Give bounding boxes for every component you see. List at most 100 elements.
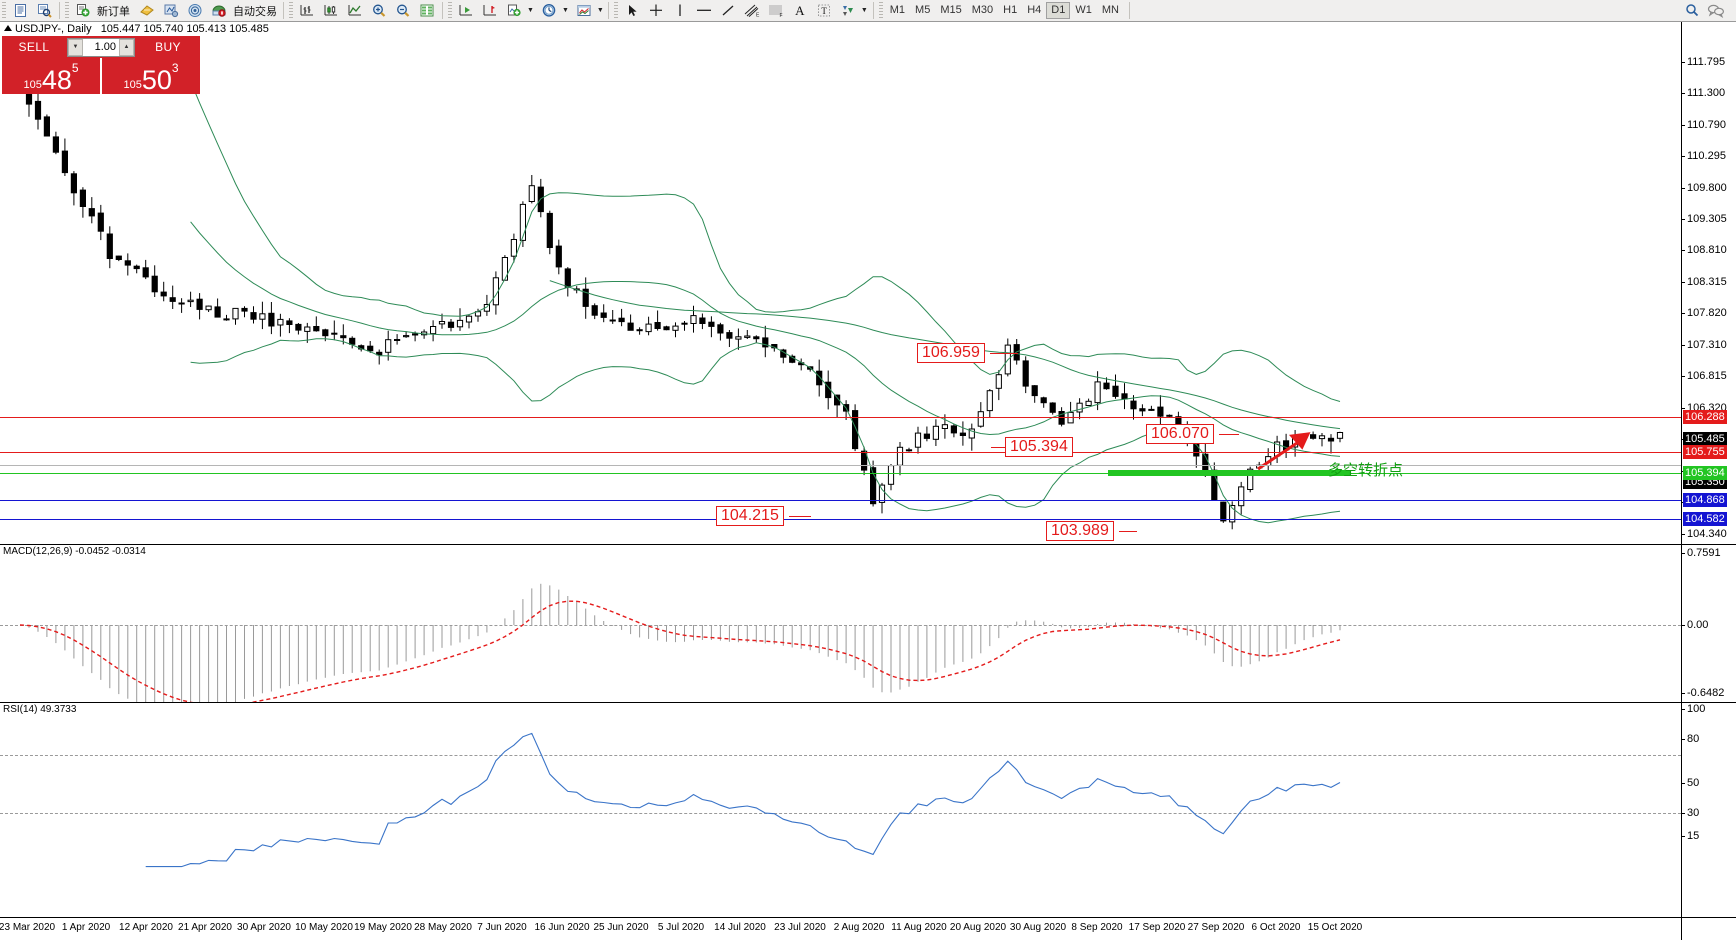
price-tag-104215[interactable]: 104.215 [716,506,784,526]
new-order-icon[interactable] [71,1,95,20]
trendline-icon[interactable] [716,1,740,20]
zoom-out-icon[interactable] [391,1,415,20]
trailing-stop-icon[interactable] [135,1,159,20]
chinese-annotation-note[interactable]: 多空转折点 [1328,462,1404,479]
auto-scroll-icon[interactable] [478,1,502,20]
volume-decrease-button[interactable]: ▼ [68,38,83,56]
sell-label[interactable]: SELL [2,36,66,58]
level-line-105394[interactable] [0,473,1681,474]
level-line-104582[interactable] [0,519,1681,520]
chevron-down-icon[interactable]: ▼ [596,7,604,14]
buy-label[interactable]: BUY [136,36,200,58]
period-icon[interactable] [537,1,561,20]
toolbar-grip[interactable] [65,2,69,19]
toolbar-grip[interactable] [613,2,618,19]
svg-text:E: E [756,13,760,19]
price-tag-106959[interactable]: 106.959 [917,343,985,363]
expert-advisor-icon[interactable] [159,1,183,20]
timeframe-h1[interactable]: H1 [1003,4,1018,16]
text-icon[interactable]: A [795,2,805,18]
macd-series [19,583,1341,703]
oct-price-row: 105 48 5 105 50 3 [2,58,200,94]
chart-shift-icon[interactable] [454,1,478,20]
rsi-pane[interactable]: RSI(14) 49.3733 [0,702,1681,917]
price-level-label-104868[interactable]: 104.868 [1683,493,1727,507]
chevron-down-icon[interactable]: ▼ [561,7,569,14]
price-level-label-106288[interactable]: 106.288 [1683,410,1727,424]
grid-icon[interactable] [415,1,439,20]
date-axis-tick: 16 Jun 2020 [534,922,590,933]
new-order-label[interactable]: 新订单 [97,5,130,18]
support-zone-highlight[interactable] [1108,470,1351,476]
toolbar-grip[interactable] [2,2,6,19]
candlestick-chart-icon[interactable] [319,1,343,20]
autotrading-icon[interactable] [207,1,231,20]
timeframe-w1[interactable]: W1 [1075,4,1092,16]
shapes-icon[interactable] [836,1,860,20]
timeframe-h4[interactable]: H4 [1027,4,1042,16]
one-click-trading-panel[interactable]: SELL ▼ 1.00 ▲ BUY 105 48 5 105 50 3 [2,36,200,94]
text-label-icon[interactable]: T [812,1,836,20]
fibonacci-icon[interactable]: F [764,1,788,20]
timeframe-m30[interactable]: M30 [971,4,994,16]
volume-stepper[interactable]: ▼ 1.00 ▲ [67,37,135,57]
indicators-icon[interactable] [502,1,526,20]
macd-pane[interactable]: MACD(12,26,9) -0.0452 -0.0314 [0,544,1681,703]
date-axis-tick: 25 Jun 2020 [593,922,649,933]
main-toolbar[interactable]: 新订单 自动交易 ▼ ▼ [0,0,1736,22]
date-axis-tick: 27 Sep 2020 [1187,922,1245,933]
bar-chart-icon[interactable] [295,1,319,20]
vertical-line-icon[interactable] [668,1,692,20]
buy-price-button[interactable]: 105 50 3 [102,58,200,94]
toolbar-grip[interactable] [878,2,883,19]
chevron-down-icon[interactable]: ▼ [527,7,534,14]
toolbar-separator [1128,2,1130,19]
sell-price-point: 5 [71,61,79,75]
chart-window[interactable]: 106.959 106.070 105.394 104.215 103.989 … [0,22,1736,940]
price-level-label-105394[interactable]: 105.394 [1683,466,1727,480]
timeframe-m1[interactable]: M1 [889,4,906,16]
level-line-106288[interactable] [0,417,1681,418]
macd-axis: 0.7591 0.00 -0.6482 [1681,544,1736,703]
horizontal-line-icon[interactable] [692,1,716,20]
timeframe-m15[interactable]: M15 [940,4,962,16]
chart-maximize-icon[interactable] [4,25,12,31]
level-line-104868[interactable] [0,500,1681,501]
cursor-icon[interactable] [620,1,644,20]
volume-value[interactable]: 1.00 [94,41,116,53]
price-axis-tick: 108.810 [1682,244,1727,256]
crosshair-icon[interactable] [644,1,668,20]
date-axis-tick: 30 Apr 2020 [237,922,291,933]
zoom-in-icon[interactable] [367,1,391,20]
price-tag-tick [991,447,1005,448]
chat-icon[interactable] [1704,1,1728,20]
macd-axis-tick: 0.00 [1682,619,1708,631]
timeframe-m5[interactable]: M5 [915,4,931,16]
timeframe-d1[interactable]: D1 [1046,2,1071,19]
signals-icon[interactable] [183,1,207,20]
level-line-105755[interactable] [0,452,1681,453]
volume-increase-button[interactable]: ▲ [119,38,134,56]
price-tag-106070[interactable]: 106.070 [1146,424,1214,444]
chart-plot-area[interactable]: 106.959 106.070 105.394 104.215 103.989 … [0,22,1681,917]
templates-icon[interactable] [572,1,596,20]
price-tag-103989[interactable]: 103.989 [1046,521,1114,541]
date-axis[interactable]: 23 Mar 2020 1 Apr 2020 12 Apr 2020 21 Apr 2… [0,917,1681,940]
toolbar-grip[interactable] [448,2,452,19]
price-tag-105394[interactable]: 105.394 [1005,437,1073,457]
line-chart-icon[interactable] [343,1,367,20]
timeframe-mn[interactable]: MN [1101,4,1119,16]
price-level-label-105485[interactable]: 105.485 [1683,432,1727,446]
equidistant-channel-icon[interactable]: E [740,1,764,20]
autotrading-label[interactable]: 自动交易 [233,5,277,18]
toolbar-grip[interactable] [289,2,293,19]
terminal-icon[interactable] [8,1,32,20]
sell-price-button[interactable]: 105 48 5 [2,58,100,94]
market-watch-icon[interactable] [32,1,56,20]
macd-label: MACD(12,26,9) -0.0452 -0.0314 [3,546,146,557]
price-axis-tick: 104.340 [1682,528,1727,540]
price-level-label-105755[interactable]: 105.755 [1683,445,1727,459]
search-icon[interactable] [1680,1,1704,20]
price-level-label-104582[interactable]: 104.582 [1683,512,1727,526]
chevron-down-icon[interactable]: ▼ [860,7,868,14]
